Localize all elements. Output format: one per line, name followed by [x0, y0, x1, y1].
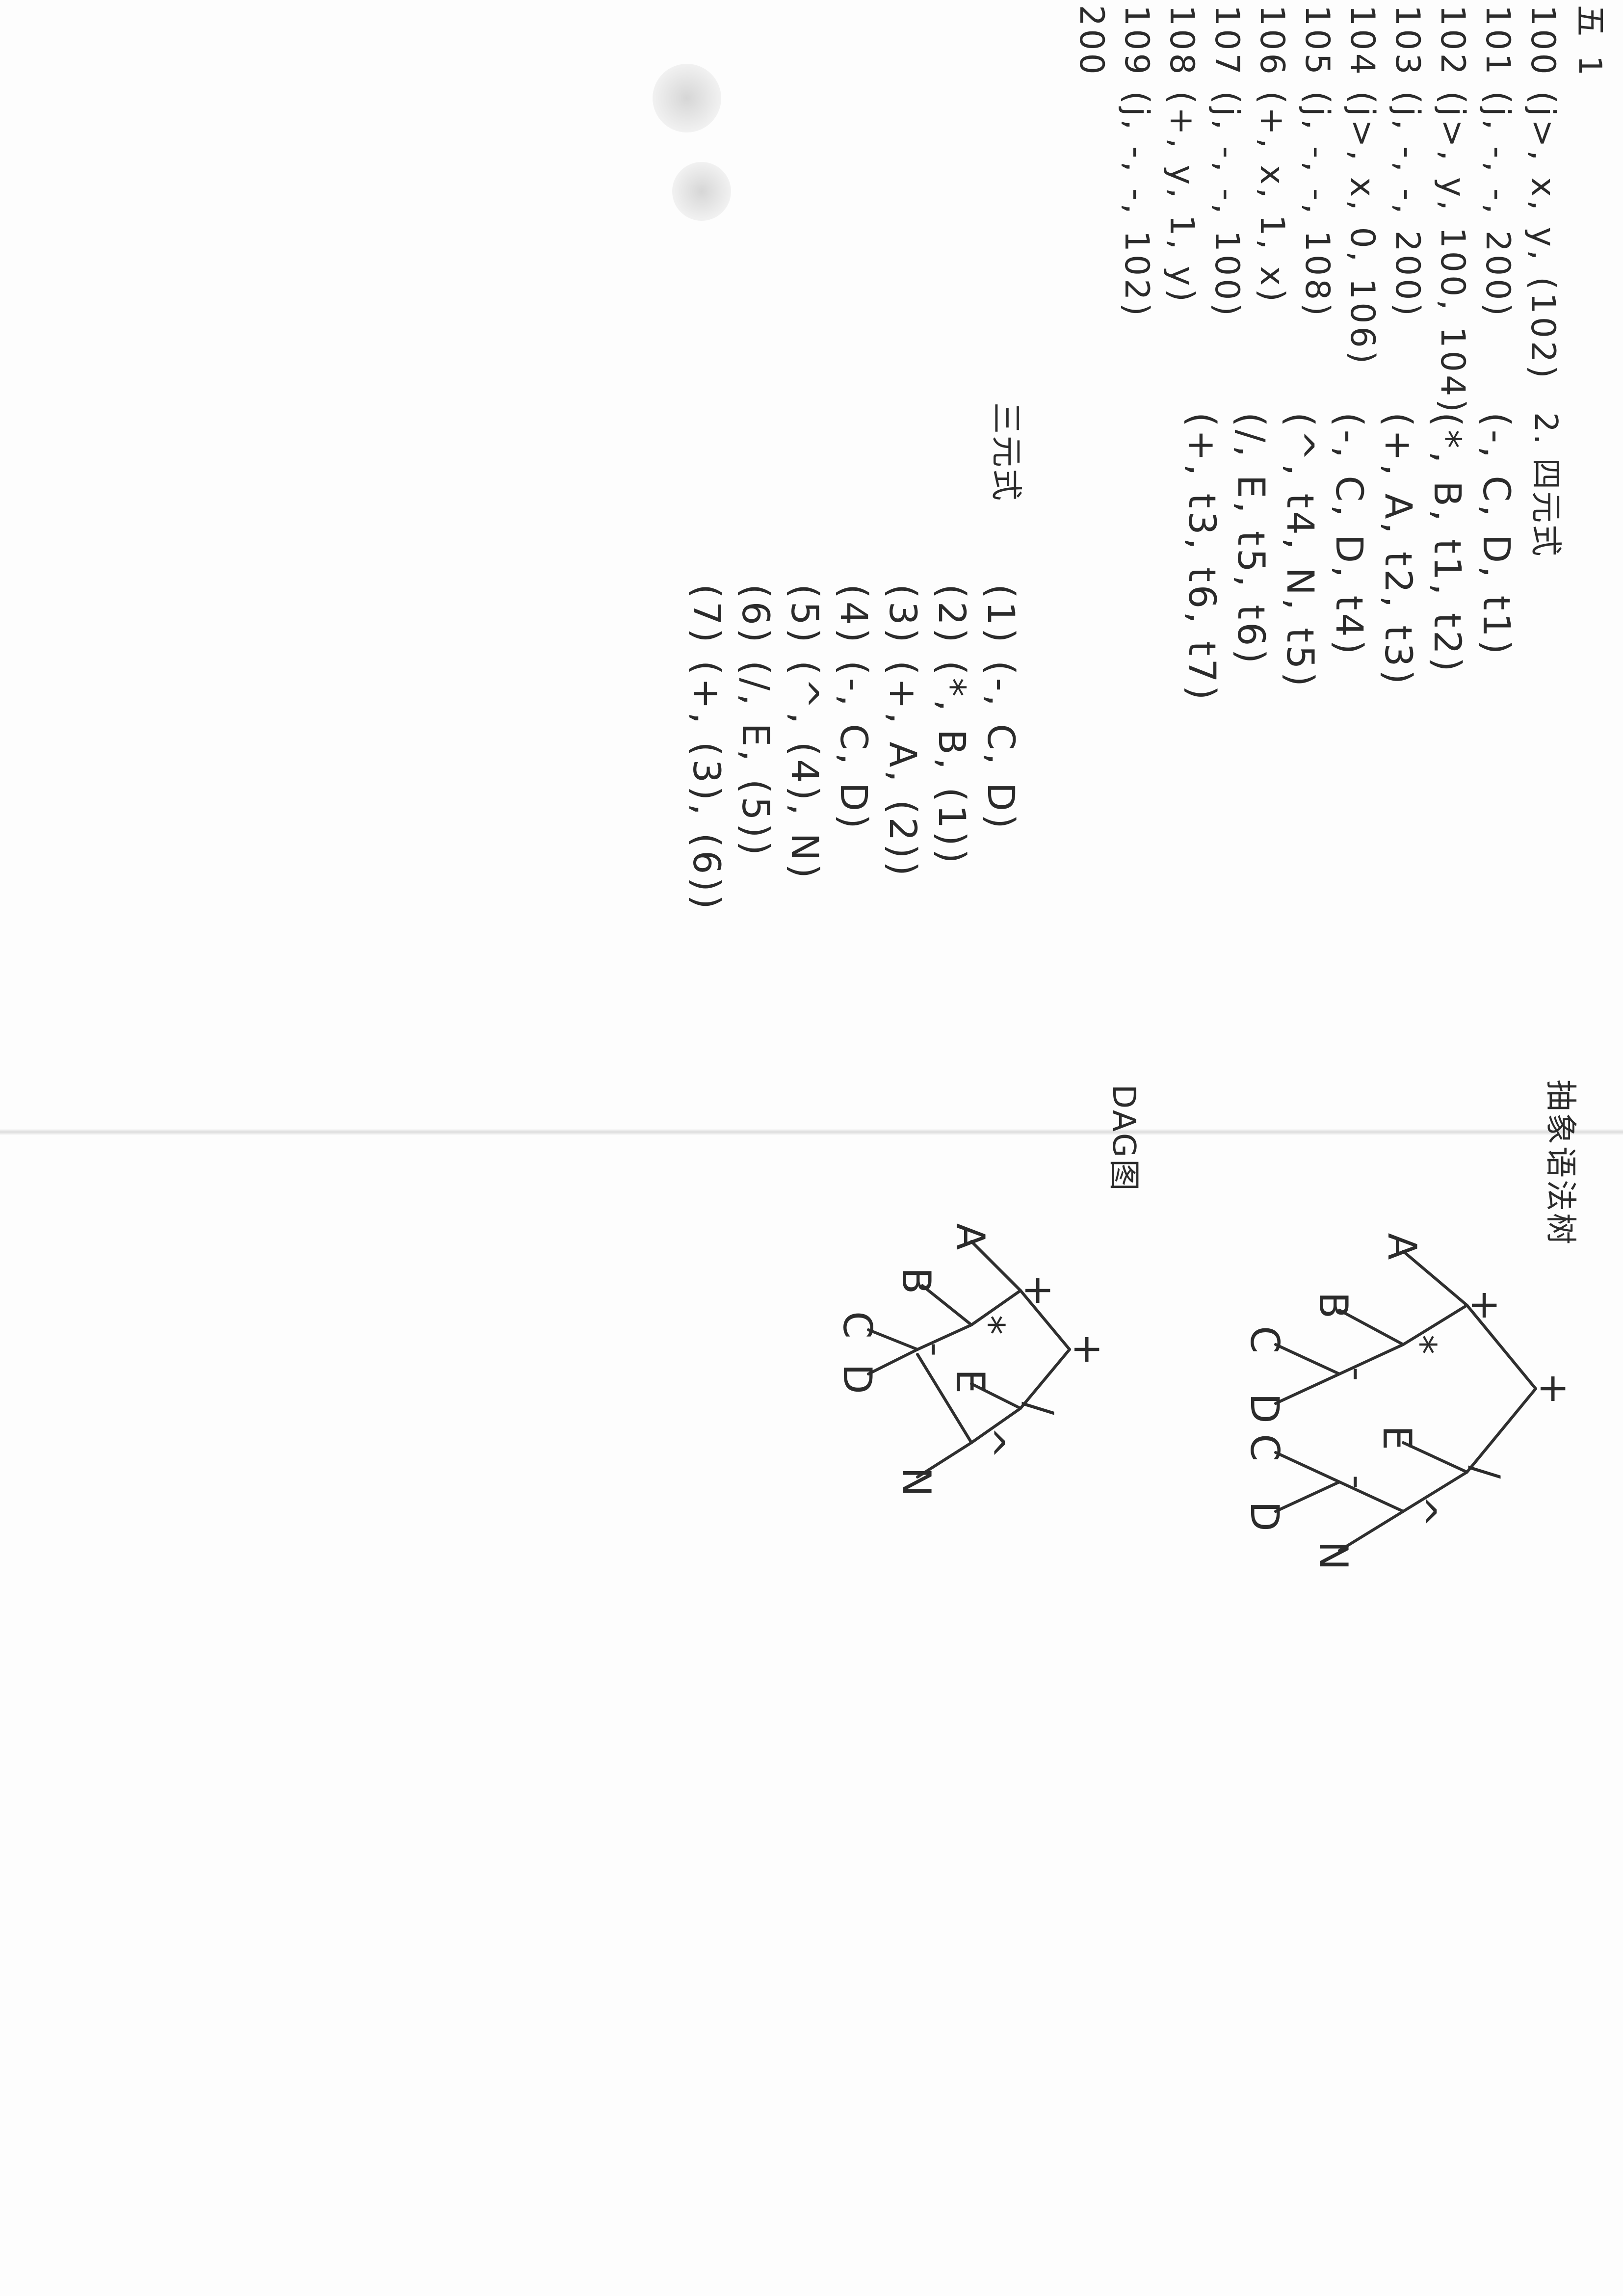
tree-node: D [1242, 1501, 1287, 1531]
quad-line: (-, C, D, t1) [1475, 412, 1518, 658]
smudge [653, 64, 721, 132]
dag-edge [970, 1382, 1022, 1410]
quad-line: (-, C, D, t4) [1328, 412, 1371, 658]
tree-node: B [1310, 1292, 1356, 1319]
tree-edge [1402, 1441, 1468, 1474]
section-two-number: 2. [1527, 412, 1564, 447]
syntax-tree-diagram: + + A * B - C D / E ^ - C D N [1242, 1233, 1577, 1570]
dag-node: A [947, 1223, 993, 1250]
dag-node: ^ [967, 1426, 1013, 1459]
tree-edge [1338, 1510, 1405, 1552]
dag-edge [970, 1407, 1022, 1444]
dag-label: DAG图 [1105, 1084, 1142, 1193]
dag-edge [970, 1289, 1022, 1326]
section-one: 五 1 100 (j>, x, y, (102) 101 (j, -, -, 2… [1069, 5, 1614, 415]
section-two-label: 四元式 [1527, 458, 1564, 558]
triple-line: (1) (-, C, D) [979, 584, 1023, 832]
tree-edge [1466, 1387, 1537, 1474]
quad-line: 105 (j, -, -, 108) [1298, 5, 1336, 319]
dag-node: N [893, 1467, 939, 1497]
dag-edge [867, 1348, 919, 1375]
dag-node: B [893, 1267, 939, 1294]
dag-edge [916, 1323, 973, 1351]
dag-edge [916, 1353, 973, 1444]
tree-node: D [1242, 1393, 1287, 1424]
dag-node: D [835, 1364, 880, 1394]
section-three-label: 三元式 [988, 402, 1024, 502]
tree-node: N [1310, 1541, 1356, 1570]
quad-line: 106 (+, x, 1, x) [1253, 5, 1291, 305]
dag-edge [867, 1328, 919, 1351]
tree-node: + [1463, 1289, 1508, 1321]
tree-node: ^ [1399, 1495, 1444, 1528]
tree-node: * [1399, 1335, 1444, 1354]
tree-node: C [1242, 1326, 1287, 1353]
tree-edge [1338, 1480, 1405, 1513]
quad-line: 100 (j>, x, y, (102) [1523, 5, 1562, 381]
tree-node: / [1463, 1466, 1508, 1479]
dag-node: C [835, 1311, 880, 1339]
syntax-tree: + + A * B - C D / E ^ - C D N [1153, 1168, 1595, 1611]
tree-edge [1338, 1343, 1405, 1375]
quad-line: 102 (j>, y, 100, 104) [1433, 5, 1472, 415]
tree-edge [1466, 1304, 1537, 1390]
triple-line: (7) (+, (3), (6)) [685, 584, 729, 912]
quad-line: (^, t4, N, t5) [1279, 412, 1322, 690]
section-three: (1) (-, C, D) (2) (*, B, (1)) (3) (+, A,… [682, 584, 1025, 912]
quad-line: 107 (j, -, -, 100) [1207, 5, 1246, 319]
quad-line: 103 (j, -, -, 200) [1388, 5, 1427, 319]
quad-line: 104 (j>, x, 0, 106) [1343, 5, 1382, 367]
tree-edge [1274, 1372, 1341, 1405]
triple-line: (6) (/, E, (5)) [734, 584, 778, 859]
quad-line: 200 [1072, 5, 1111, 78]
tree-edge [1402, 1304, 1468, 1346]
tree-edge [1274, 1343, 1341, 1375]
dag-node: + [1016, 1274, 1062, 1307]
dag-edge [970, 1240, 1022, 1292]
tree-edge [1338, 1309, 1405, 1346]
dag-edge [1019, 1289, 1071, 1351]
triple-line: (4) (-, C, D) [832, 584, 876, 832]
tree-edge [1274, 1480, 1341, 1513]
quad-line: (/, E, t5, t6) [1230, 412, 1273, 667]
dag-node: / [1016, 1402, 1062, 1415]
section-one-heading: 五 [1571, 5, 1608, 38]
quad-line: 108 (+, y, 1, y) [1162, 5, 1201, 305]
quad-line: (+, A, t2, t3) [1377, 412, 1420, 687]
tree-node: A [1379, 1233, 1425, 1260]
section-three-heading: 三元式 [981, 402, 1030, 502]
tree-node: + [1531, 1372, 1577, 1405]
dag-edge [921, 1284, 973, 1326]
tree-node: - [1335, 1475, 1381, 1489]
page-fold [0, 1129, 1623, 1135]
section-one-number: 1 [1571, 55, 1608, 78]
tree-node: C [1242, 1434, 1287, 1461]
tree-edge [1402, 1250, 1468, 1307]
quad-line: 109 (j, -, -, 102) [1117, 5, 1156, 319]
tree-edge [1402, 1471, 1468, 1513]
tree-node: - [1335, 1367, 1381, 1381]
dag-heading: DAG图 [1099, 1084, 1148, 1192]
tree-edge [1274, 1451, 1341, 1483]
smudge [672, 162, 731, 221]
dag-node: - [913, 1343, 959, 1357]
dag-node: E [947, 1369, 993, 1394]
section-two: 2. 四元式 (-, C, D, t1) (*, B, t1, t2) (+, … [1178, 412, 1570, 703]
dag-edge [916, 1441, 973, 1478]
tree-node: E [1374, 1425, 1420, 1451]
dag-edge [1019, 1348, 1071, 1410]
dag-node: * [967, 1315, 1013, 1335]
triple-line: (5) (^, (4), N) [783, 584, 827, 881]
dag-node: + [1065, 1333, 1111, 1366]
dag-diagram: + + A * B - C D / E ^ N [835, 1223, 1111, 1497]
quad-line: (+, t3, t6, t7) [1180, 412, 1224, 703]
triple-line: (2) (*, B, (1)) [930, 584, 974, 867]
triple-line: (3) (+, A, (2)) [881, 584, 925, 879]
dag: + + A * B - C D / E ^ N [765, 1188, 1119, 1497]
quad-line: 101 (j, -, -, 200) [1478, 5, 1517, 319]
quad-line: (*, B, t1, t2) [1426, 412, 1469, 675]
